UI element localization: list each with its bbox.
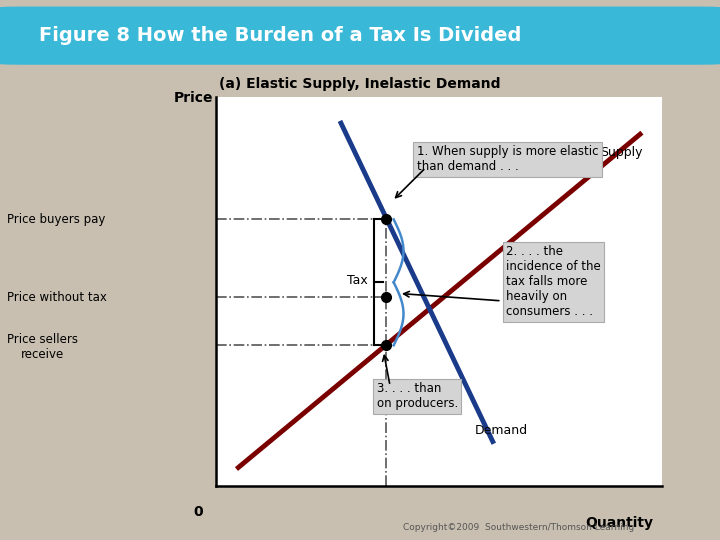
Text: 1. When supply is more elastic
than demand . . .: 1. When supply is more elastic than dema…	[417, 145, 598, 173]
Text: Copyright©2009  Southwestern/Thomson Learning: Copyright©2009 Southwestern/Thomson Lear…	[402, 523, 634, 532]
Text: Quantity: Quantity	[585, 516, 654, 530]
Text: (a) Elastic Supply, Inelastic Demand: (a) Elastic Supply, Inelastic Demand	[220, 77, 500, 91]
Text: Tax: Tax	[347, 274, 368, 287]
Text: Price: Price	[174, 91, 213, 105]
Text: 3. . . . than
on producers.: 3. . . . than on producers.	[377, 382, 458, 410]
Text: Supply: Supply	[600, 146, 642, 159]
Text: 0: 0	[194, 504, 203, 518]
Text: 2. . . . the
incidence of the
tax falls more
heavily on
consumers . . .: 2. . . . the incidence of the tax falls …	[506, 245, 601, 318]
Text: Demand: Demand	[475, 424, 528, 437]
FancyBboxPatch shape	[0, 6, 720, 65]
Text: Price buyers pay: Price buyers pay	[7, 213, 106, 226]
Text: Price without tax: Price without tax	[7, 291, 107, 303]
Text: Price sellers
receive: Price sellers receive	[7, 333, 78, 361]
Text: Figure 8 How the Burden of a Tax Is Divided: Figure 8 How the Burden of a Tax Is Divi…	[39, 26, 521, 45]
